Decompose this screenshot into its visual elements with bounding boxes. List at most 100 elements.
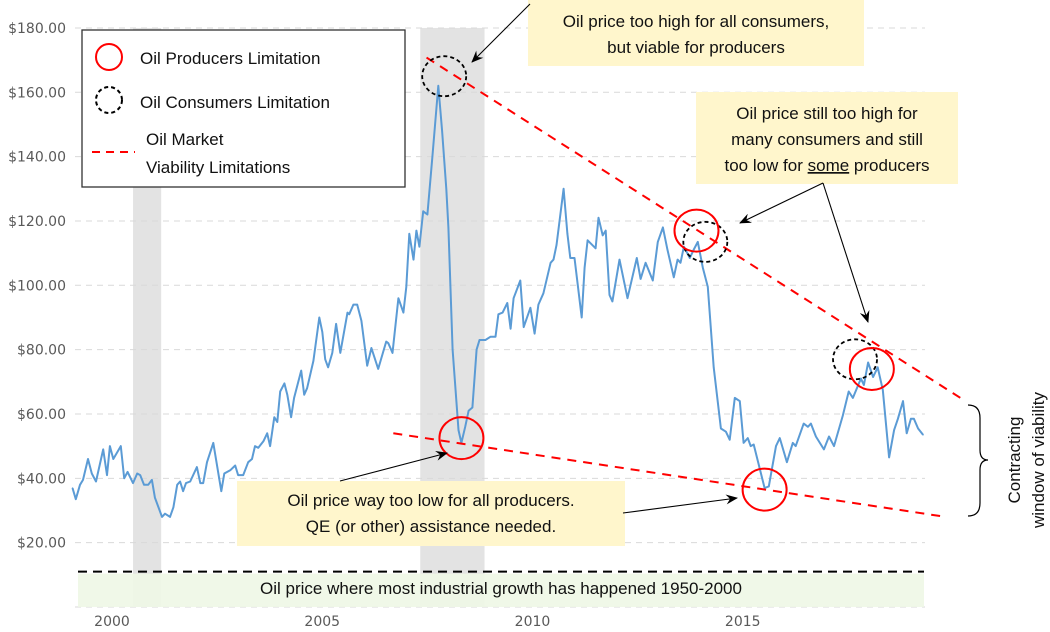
price-point [478, 339, 481, 341]
price-point [415, 230, 418, 232]
price-point [494, 336, 497, 338]
callout-right-line-3: too low for some producers [724, 156, 929, 175]
price-point [764, 487, 766, 489]
price-point [136, 472, 138, 475]
price-point [594, 247, 597, 249]
price-point [842, 414, 844, 417]
price-point [387, 342, 389, 344]
growth-label: Oil price where most industrial growth h… [260, 579, 742, 598]
consumer-limit-circle [682, 220, 729, 263]
price-point [852, 397, 854, 399]
price-point [828, 435, 830, 438]
price-point [702, 267, 704, 269]
legend-market-1: Oil Market [146, 130, 224, 149]
price-point [229, 469, 231, 471]
price-point [497, 313, 500, 315]
price-point [303, 394, 305, 396]
price-point [370, 347, 373, 349]
price-point [169, 516, 171, 518]
producer-legend-icon [95, 43, 123, 71]
producer-limit-circle [741, 467, 788, 512]
price-point [257, 447, 259, 449]
price-point [318, 316, 320, 319]
price-point [327, 366, 329, 368]
price-point [352, 304, 354, 306]
price-point [872, 376, 874, 378]
price-point [519, 279, 521, 282]
price-point [242, 474, 244, 476]
price-point [913, 418, 915, 420]
price-point [636, 257, 638, 259]
price-point [893, 429, 895, 431]
price-point [397, 297, 399, 299]
price-point [324, 358, 326, 360]
price-point [734, 397, 736, 399]
price-point [132, 482, 134, 484]
price-point [569, 257, 571, 259]
price-point [273, 416, 275, 418]
price-point [679, 262, 682, 264]
callout-right: Oil price still too high for many consum… [696, 92, 958, 184]
price-point [807, 426, 809, 428]
lower-viability-limit-line [393, 432, 947, 518]
consumer-limit-circle [832, 338, 878, 381]
price-point [910, 418, 912, 420]
price-point [220, 490, 222, 492]
price-point [537, 304, 539, 306]
price-point [833, 445, 835, 447]
price-point [823, 448, 825, 450]
price-point [768, 485, 770, 487]
price-point [199, 482, 201, 484]
price-point [293, 397, 295, 399]
legend-consumer: Oil Consumers Limitation [140, 93, 330, 112]
callout-top-line-2: but viable for producers [607, 38, 785, 57]
price-point [555, 244, 558, 246]
window-bracket [967, 404, 989, 517]
price-point [223, 472, 225, 475]
price-point [815, 435, 817, 438]
price-point [747, 437, 749, 439]
price-point [792, 442, 794, 444]
price-point [739, 400, 741, 402]
price-point [867, 361, 869, 364]
y-tick-label: $120.00 [8, 214, 66, 230]
price-point [251, 458, 253, 460]
price-point [742, 442, 745, 444]
price-point [269, 445, 271, 447]
price-point [652, 279, 654, 282]
price-point [471, 406, 473, 409]
price-point [447, 226, 449, 228]
price-point [786, 461, 788, 463]
price-point [779, 437, 781, 439]
price-point [563, 188, 565, 190]
price-point [279, 390, 281, 393]
arrow-right-b [822, 182, 870, 323]
price-point [79, 484, 81, 486]
legend-producer: Oil Producers Limitation [140, 49, 320, 68]
price-point [584, 267, 586, 269]
price-point [697, 241, 699, 243]
producer-limit-circle [438, 416, 485, 461]
price-point [321, 331, 323, 333]
y-tick-label: $180.00 [8, 21, 66, 37]
x-tick-label: 2000 [94, 614, 130, 630]
callout-bottom: Oil price way too low for all producers.… [237, 481, 625, 546]
price-point [605, 230, 607, 232]
y-tick-label: $40.00 [17, 471, 66, 487]
producer-limit-circle [673, 208, 720, 253]
price-point [673, 276, 675, 278]
price-point [176, 484, 178, 486]
price-point [467, 410, 470, 412]
price-point [254, 445, 256, 447]
price-point [611, 300, 613, 302]
price-point [549, 262, 552, 264]
price-point [247, 461, 249, 463]
price-point [452, 349, 454, 351]
price-point [276, 421, 278, 423]
price-point [877, 366, 879, 368]
callout-right-line-2: many consumers and still [731, 130, 923, 149]
price-point [795, 445, 797, 447]
price-point [489, 336, 492, 338]
price-point [552, 258, 555, 261]
